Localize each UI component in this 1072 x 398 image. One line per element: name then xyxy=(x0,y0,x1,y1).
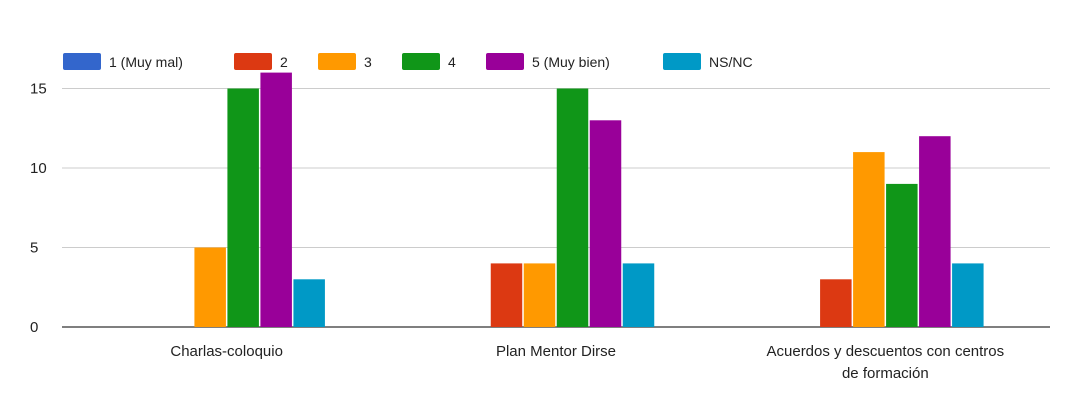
bar-2-series-3 xyxy=(523,263,556,327)
y-tick-label: 0 xyxy=(30,319,38,336)
legend-label: 2 xyxy=(280,54,288,70)
x-category-label: Acuerdos y descuentos con centros xyxy=(767,343,1005,360)
bar-1-series-6 xyxy=(293,279,325,327)
legend-label: 5 (Muy bien) xyxy=(532,54,610,70)
bar-2-series-2 xyxy=(490,263,523,327)
y-axis-ticks: 0 5 10 15 xyxy=(30,81,47,337)
bar-3-series-2 xyxy=(820,279,852,327)
legend-label: 3 xyxy=(364,54,372,70)
bar-3-series-6 xyxy=(952,263,984,327)
x-axis-categories: Charlas-coloquio Plan Mentor Dirse Acuerdo… xyxy=(170,343,1004,382)
legend-swatch xyxy=(402,53,440,70)
bar-2-series-6 xyxy=(622,263,655,327)
legend-swatch xyxy=(663,53,701,70)
bar-1-series-3 xyxy=(194,247,226,327)
y-tick-label: 5 xyxy=(30,240,38,257)
x-category-label: de formación xyxy=(842,365,929,382)
y-tick-label: 10 xyxy=(30,160,47,177)
bars xyxy=(194,72,984,327)
bar-2-series-4 xyxy=(556,88,589,327)
legend-label: 1 (Muy mal) xyxy=(109,54,183,70)
legend-label: NS/NC xyxy=(709,54,753,70)
gridlines xyxy=(62,88,1050,328)
bar-1-series-5 xyxy=(260,72,292,327)
legend-swatch xyxy=(63,53,101,70)
bar-3-series-4 xyxy=(886,183,918,327)
bar-2-series-5 xyxy=(589,120,622,327)
x-category-label: Plan Mentor Dirse xyxy=(496,343,616,360)
legend-swatch xyxy=(234,53,272,70)
y-tick-label: 15 xyxy=(30,81,47,98)
legend-label: 4 xyxy=(448,54,456,70)
legend-swatch xyxy=(486,53,524,70)
bar-3-series-3 xyxy=(853,152,885,327)
bar-1-series-4 xyxy=(227,88,259,327)
legend-swatch xyxy=(318,53,356,70)
bar-3-series-5 xyxy=(919,136,951,327)
legend: 1 (Muy mal) 2 3 4 5 (Muy bien) NS/NC xyxy=(63,53,753,70)
x-category-label: Charlas-coloquio xyxy=(170,343,283,360)
